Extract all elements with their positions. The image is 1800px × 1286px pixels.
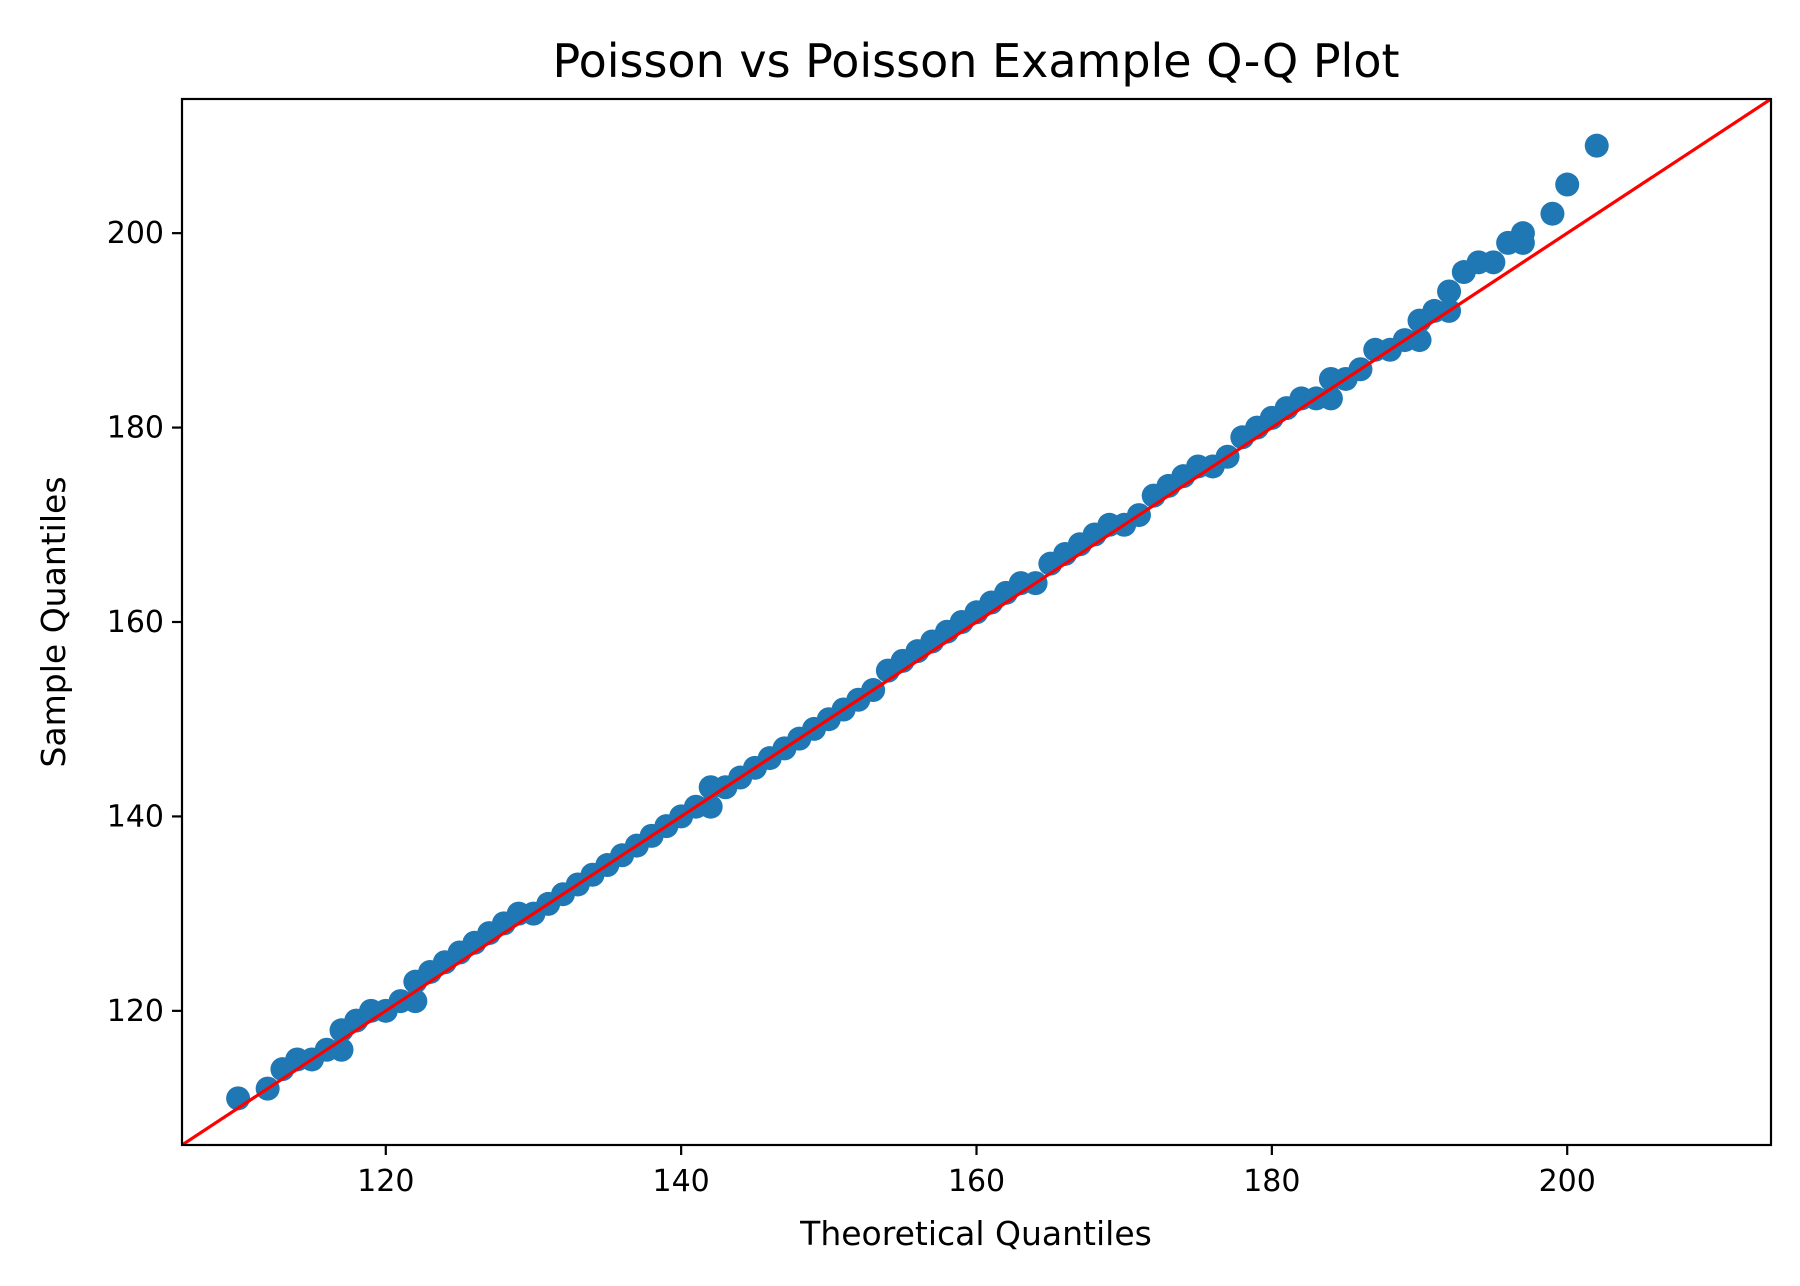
data-points (226, 133, 1609, 1111)
x-tick-label: 140 (653, 1164, 710, 1199)
data-point (1555, 172, 1580, 197)
data-point (1584, 133, 1609, 158)
reference-line (182, 99, 1771, 1145)
x-tick-label: 180 (1243, 1164, 1300, 1199)
data-point (1510, 221, 1535, 246)
y-tick-label: 140 (107, 799, 164, 834)
data-point (1437, 279, 1462, 304)
y-axis: 120 140 160 180 200 (107, 216, 182, 1029)
chart-title: Poisson vs Poisson Example Q-Q Plot (552, 34, 1399, 88)
y-tick-label: 160 (107, 605, 164, 640)
y-tick-label: 200 (107, 216, 164, 251)
y-tick-label: 120 (107, 994, 164, 1029)
data-point (1481, 250, 1506, 275)
reference-line-group (182, 99, 1771, 1145)
x-tick-label: 120 (357, 1164, 414, 1199)
y-tick-label: 180 (107, 411, 164, 446)
y-axis-label: Sample Quantiles (34, 476, 73, 767)
x-tick-label: 160 (948, 1164, 1005, 1199)
x-axis: 120 140 160 180 200 (357, 1145, 1596, 1199)
x-axis-label: Theoretical Quantiles (799, 1214, 1152, 1253)
x-tick-label: 200 (1539, 1164, 1596, 1199)
data-point (1540, 201, 1565, 226)
